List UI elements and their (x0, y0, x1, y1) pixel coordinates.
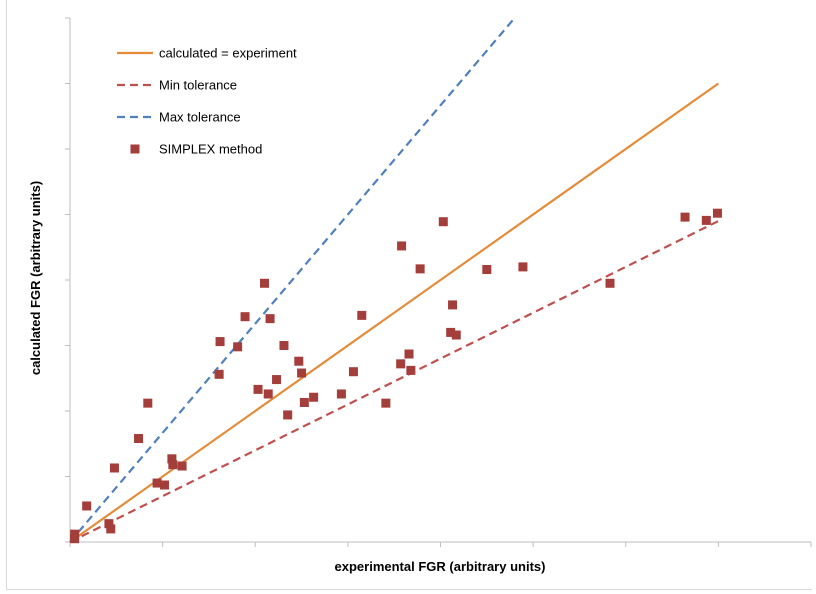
line-max-tolerance (69, 17, 516, 543)
data-point-simplex-method (448, 300, 458, 310)
data-point-simplex-method (357, 310, 367, 320)
legend-item-max-tolerance: Max tolerance (117, 110, 241, 125)
x-axis-label: experimental FGR (arbitrary units) (335, 559, 546, 574)
data-point-simplex-method (134, 434, 144, 444)
data-point-simplex-method (70, 529, 80, 539)
data-point-simplex-method (159, 480, 169, 490)
data-point-simplex-method (396, 359, 406, 369)
data-point-simplex-method (152, 478, 162, 488)
data-point-simplex-method (701, 215, 711, 225)
data-point-simplex-method (297, 368, 307, 378)
data-point-simplex-method (215, 337, 225, 347)
data-point-simplex-method (438, 217, 448, 227)
data-point-simplex-method (177, 461, 187, 471)
data-point-simplex-method (272, 375, 282, 385)
data-point-simplex-method (265, 314, 275, 324)
data-point-simplex-method (309, 392, 319, 402)
data-point-simplex-method (109, 463, 119, 473)
data-point-simplex-method (168, 460, 178, 470)
data-point-simplex-method (143, 398, 153, 408)
chart-frame: calculated = experiment Min tolerance Max … (6, 0, 812, 590)
data-point-simplex-method (82, 501, 92, 511)
data-point-simplex-method (404, 349, 414, 359)
data-point-simplex-method (233, 342, 243, 352)
data-point-simplex-method (446, 327, 456, 337)
data-point-simplex-method (482, 265, 492, 275)
data-point-simplex-method (167, 454, 177, 464)
line-min-tolerance (69, 220, 719, 543)
data-points (70, 208, 722, 544)
data-point-simplex-method (283, 410, 293, 420)
data-point-simplex-method (415, 264, 425, 274)
data-point-simplex-method (406, 365, 416, 375)
data-point-simplex-method (106, 524, 116, 534)
legend-label: SIMPLEX method (159, 142, 262, 157)
data-point-simplex-method (680, 212, 690, 222)
data-point-simplex-method (240, 312, 250, 322)
legend-label: Max tolerance (159, 110, 241, 125)
data-point-simplex-method (294, 356, 304, 366)
data-point-simplex-method (451, 330, 461, 340)
data-point-simplex-method (260, 278, 270, 288)
legend-label: Min tolerance (159, 78, 237, 93)
legend-label: calculated = experiment (159, 46, 297, 61)
legend-item-calculated-experiment: calculated = experiment (117, 46, 297, 61)
legend-item-simplex-method: SIMPLEX method (130, 142, 262, 157)
data-point-simplex-method (336, 389, 346, 399)
legend: calculated = experiment Min tolerance Max … (117, 46, 297, 157)
data-point-simplex-method (263, 389, 273, 399)
data-point-simplex-method (279, 341, 289, 350)
data-point-simplex-method (712, 208, 722, 218)
data-point-simplex-method (381, 398, 391, 408)
legend-swatch (130, 144, 140, 154)
data-point-simplex-method (348, 367, 358, 377)
data-point-simplex-method (104, 519, 114, 529)
data-point-simplex-method (70, 534, 80, 544)
data-point-simplex-method (299, 397, 309, 407)
data-point-simplex-method (214, 369, 224, 379)
legend-item-min-tolerance: Min tolerance (117, 78, 237, 93)
data-point-simplex-method (397, 241, 407, 251)
reference-lines (69, 17, 720, 543)
data-point-simplex-method (605, 278, 615, 288)
axes (65, 17, 812, 547)
data-point-simplex-method (518, 262, 528, 272)
data-point-simplex-method (253, 384, 263, 394)
scatter-chart: calculated = experiment Min tolerance Max … (28, 17, 812, 574)
y-axis-label: calculated FGR (arbitrary units) (28, 181, 43, 375)
